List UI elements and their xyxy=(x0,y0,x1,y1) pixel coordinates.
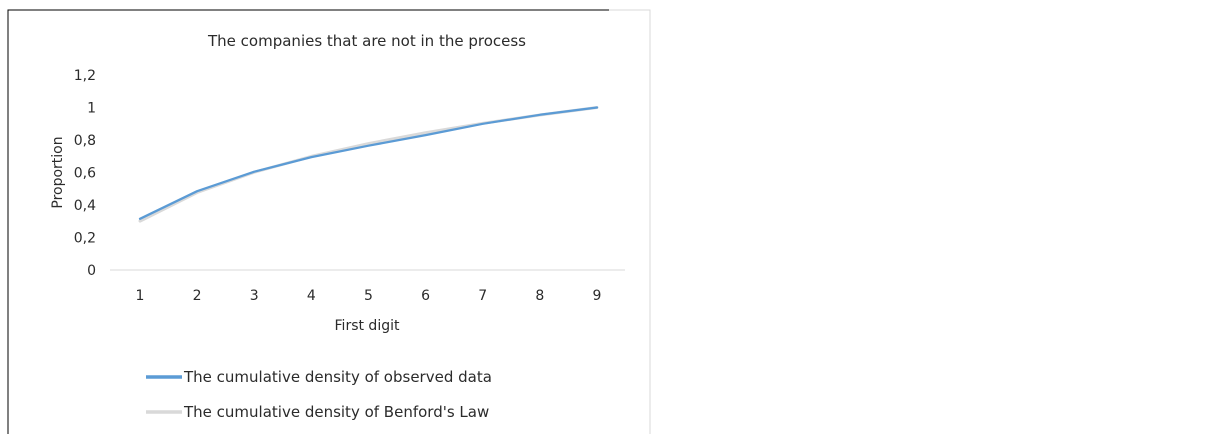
legend-label-2: The cumulative density of Benford's Law xyxy=(183,403,489,421)
y-tick-label: 0,2 xyxy=(74,231,96,247)
x-tick-label: 5 xyxy=(364,288,373,304)
x-tick-label: 2 xyxy=(193,288,202,304)
y-tick-label: 0 xyxy=(87,263,96,279)
x-tick-label: 9 xyxy=(593,288,602,304)
y-axis-title: Proportion xyxy=(50,136,66,208)
x-tick-label: 3 xyxy=(250,288,259,304)
x-tick-label: 7 xyxy=(478,288,487,304)
y-tick-label: 0,4 xyxy=(74,198,96,214)
y-tick-label: 0,8 xyxy=(74,133,96,149)
chart-panel-in-process: The companies that are in the process00,… xyxy=(609,9,651,434)
x-tick-label: 6 xyxy=(421,288,430,304)
panel-border xyxy=(7,9,609,434)
chart-title: The companies that are not in the proces… xyxy=(207,32,526,50)
y-tick-label: 0,6 xyxy=(74,166,96,182)
x-tick-label: 4 xyxy=(307,288,316,304)
panel-border xyxy=(609,9,651,434)
y-tick-label: 1,2 xyxy=(74,68,96,84)
x-tick-label: 1 xyxy=(136,288,145,304)
legend-label-1: The cumulative density of observed data xyxy=(183,368,492,386)
y-tick-label: 1 xyxy=(87,101,96,117)
series-line-2 xyxy=(138,106,599,223)
x-tick-label: 8 xyxy=(535,288,544,304)
chart-panel-not-in-process: The companies that are not in the proces… xyxy=(7,9,609,434)
series-line-1 xyxy=(138,106,599,220)
x-axis-title: First digit xyxy=(335,318,400,334)
